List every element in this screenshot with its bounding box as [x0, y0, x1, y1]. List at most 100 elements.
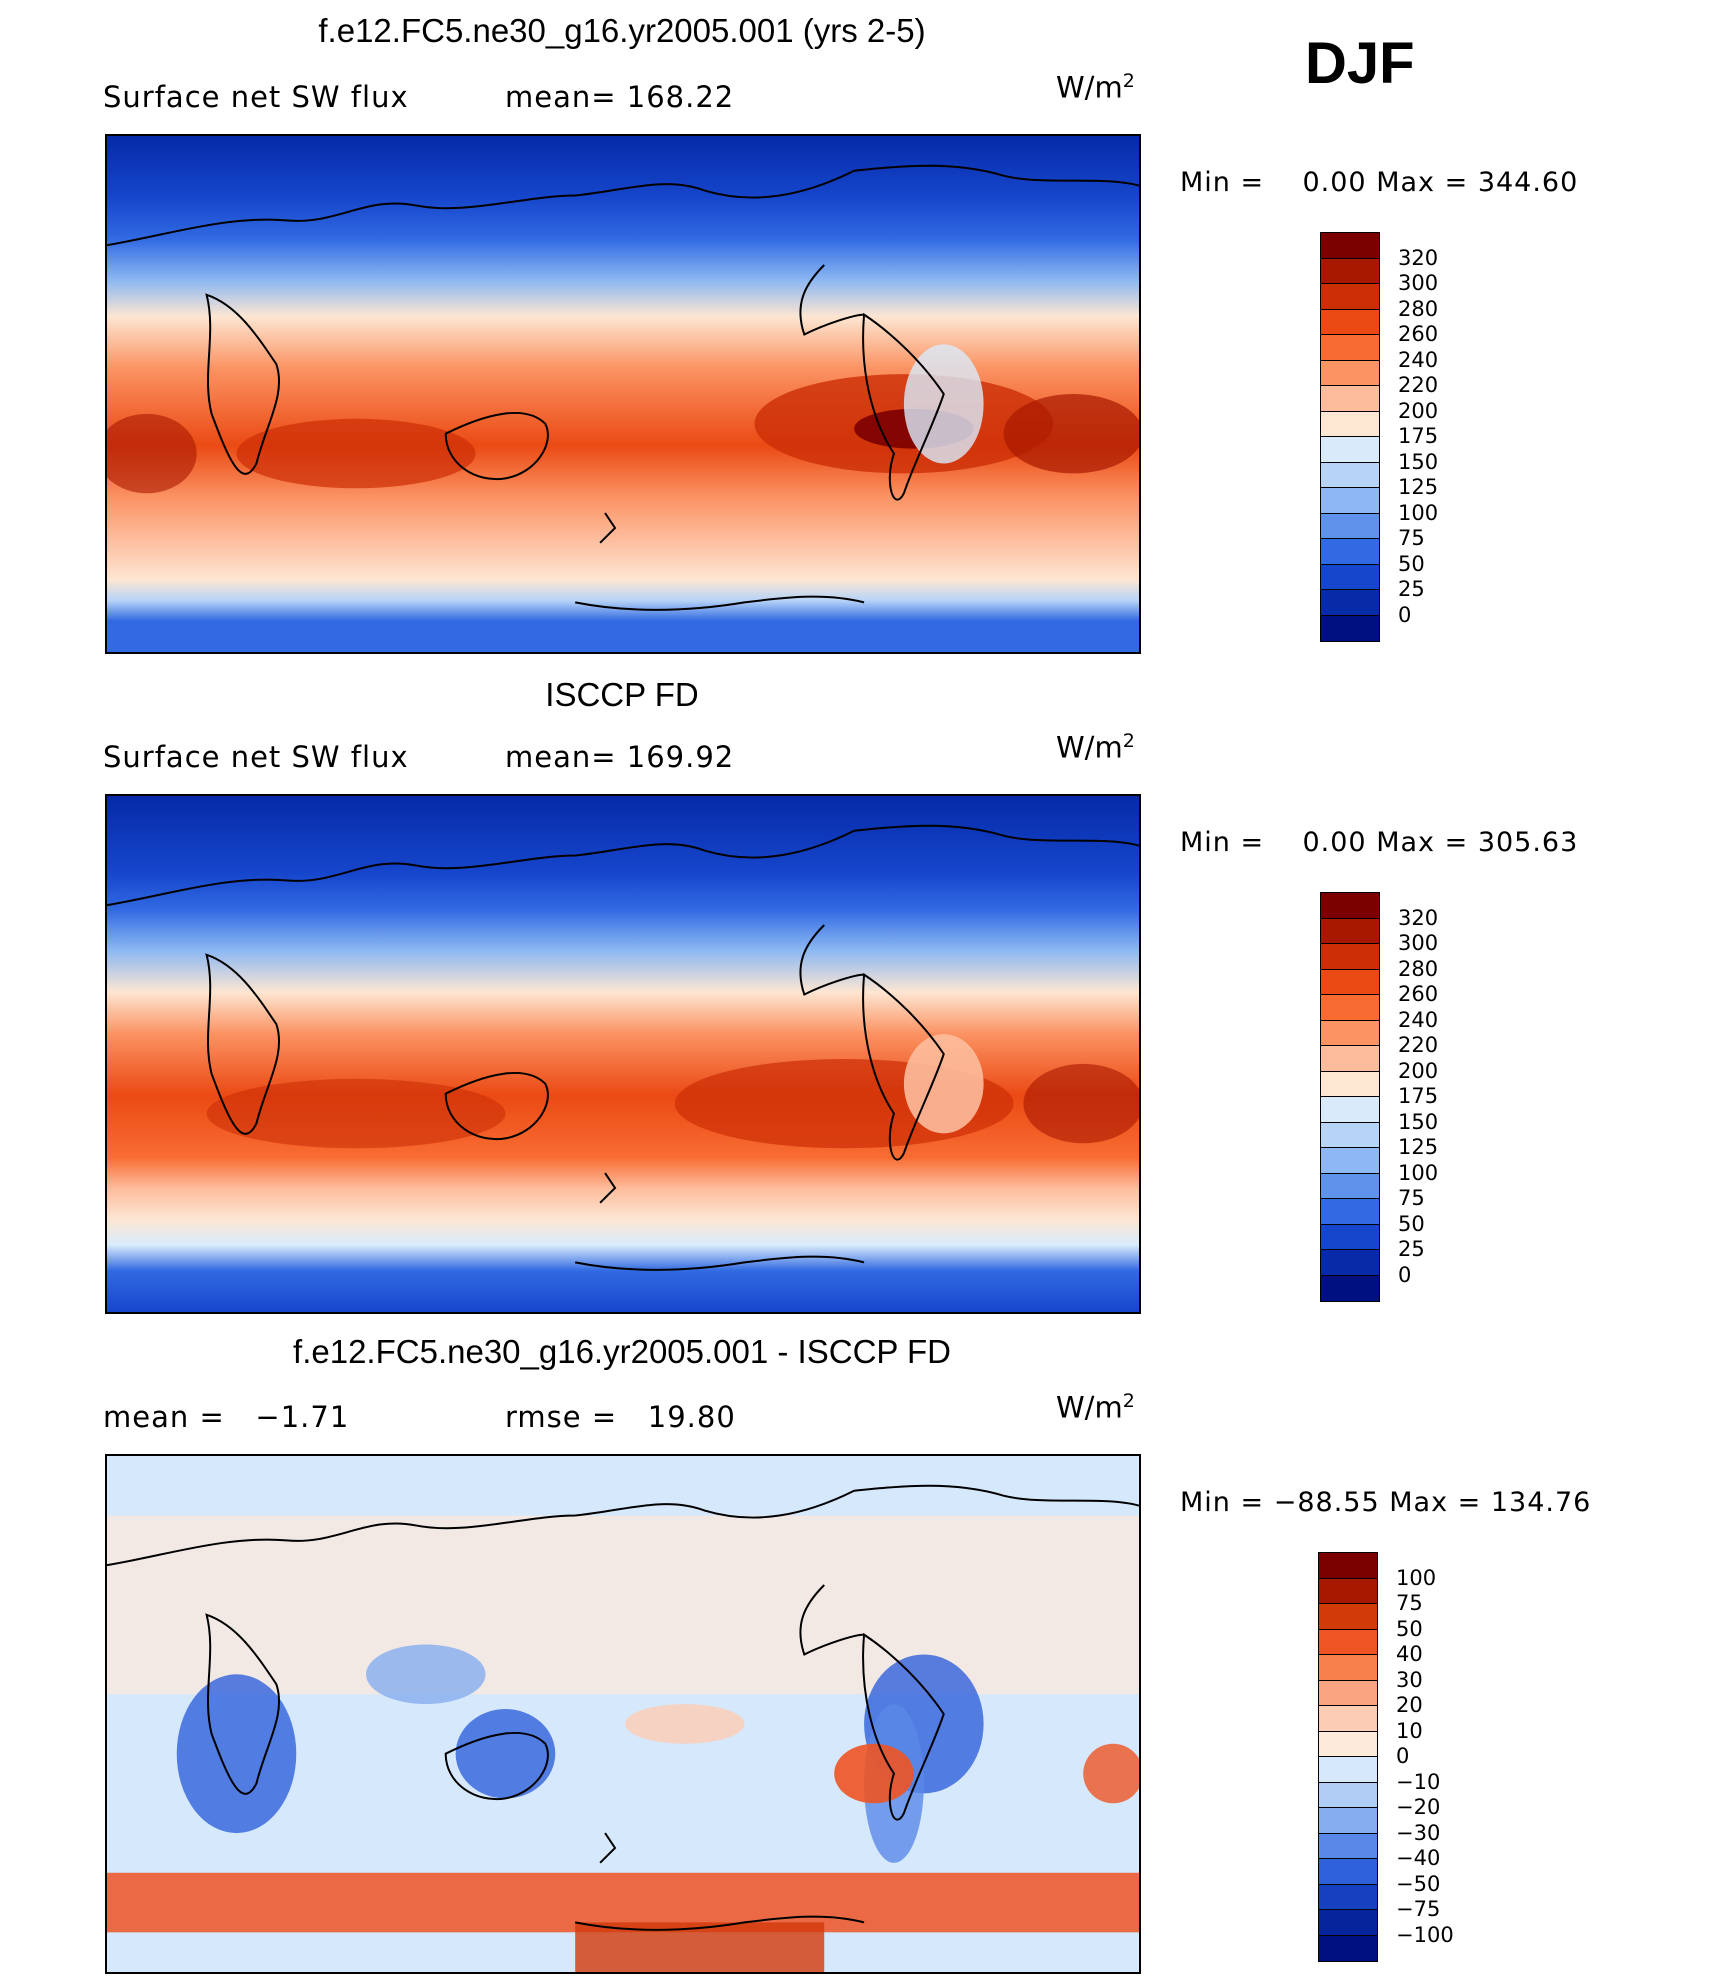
panel-3-rmse-label: rmse = 19.80: [505, 1400, 736, 1434]
colorbar-tick-label: 0: [1396, 1744, 1410, 1768]
colorbar-tick-label: 300: [1398, 271, 1439, 295]
colorbar-tick-label: 200: [1398, 398, 1439, 423]
colorbar-swatch: [1321, 615, 1379, 641]
colorbar-tick-label: 260: [1398, 982, 1439, 1006]
colorbar-tick-label: 125: [1398, 1135, 1439, 1159]
colorbar-swatch: [1321, 1250, 1379, 1276]
panel-2-units: W/m2: [1056, 730, 1135, 765]
colorbar-swatch: [1319, 1578, 1377, 1604]
colorbar-swatch: [1321, 1173, 1379, 1199]
colorbar-swatch: [1321, 411, 1379, 437]
colorbar-tick-label: −75: [1396, 1897, 1441, 1921]
colorbar-tick-label: −30: [1396, 1820, 1441, 1845]
colorbar-swatch: [1319, 1680, 1377, 1706]
colorbar-tick-label: 175: [1398, 424, 1439, 448]
colorbar-swatch: [1319, 1731, 1377, 1757]
panel-2-mean-label: mean= 169.92: [505, 740, 735, 774]
colorbar-swatch: [1319, 1782, 1377, 1808]
colorbar-swatch: [1319, 1859, 1377, 1885]
colorbar-tick-label: 75: [1398, 526, 1425, 550]
colorbar-swatch: [1321, 360, 1379, 386]
colorbar-tick-label: 100: [1398, 1160, 1439, 1185]
colorbar-tick-label: 50: [1396, 1616, 1423, 1641]
colorbar-swatch: [1321, 564, 1379, 590]
panel-2-map: [105, 794, 1141, 1314]
colorbar-tick-label: 50: [1398, 1211, 1425, 1236]
panel-1-units: W/m2: [1056, 70, 1135, 105]
colorbar-tick-label: −40: [1396, 1846, 1441, 1870]
panel-3-title: f.e12.FC5.ne30_g16.yr2005.001 - ISCCP FD: [293, 1333, 951, 1370]
colorbar-tick-label: −10: [1396, 1769, 1441, 1794]
colorbar-tick-label: 25: [1398, 1237, 1425, 1261]
colorbar-tick-label: 150: [1398, 1109, 1439, 1134]
panel-2-minmax: Min = 0.00 Max = 305.63: [1180, 827, 1579, 858]
colorbar-swatch: [1321, 1199, 1379, 1225]
colorbar-swatch: [1321, 1020, 1379, 1046]
colorbar-tick-label: 200: [1398, 1058, 1439, 1083]
colorbar-tick-label: 240: [1398, 347, 1439, 372]
colorbar-tick-label: 280: [1398, 296, 1439, 321]
colorbar-swatch: [1321, 1071, 1379, 1097]
colorbar-swatch: [1321, 1122, 1379, 1148]
colorbar-tick-label: −20: [1396, 1795, 1441, 1819]
colorbar-tick-label: 75: [1396, 1591, 1423, 1615]
colorbar-swatch: [1321, 1148, 1379, 1174]
panel-2-variable-label: Surface net SW flux: [103, 740, 409, 774]
colorbar-swatch: [1319, 1757, 1377, 1783]
colorbar-tick-label: 220: [1398, 1033, 1439, 1057]
colorbar-swatch: [1321, 1097, 1379, 1123]
colorbar-tick-label: 0: [1398, 602, 1412, 627]
colorbar-swatch: [1319, 1910, 1377, 1936]
colorbar-tick-label: 300: [1398, 931, 1439, 955]
colorbar-swatch: [1321, 386, 1379, 412]
colorbar-swatch: [1321, 1224, 1379, 1250]
colorbar-swatch: [1321, 335, 1379, 361]
colorbar-swatch: [1321, 1275, 1379, 1301]
panel-1-minmax: Min = 0.00 Max = 344.60: [1180, 167, 1579, 198]
colorbar-swatch: [1319, 1629, 1377, 1655]
colorbar-swatch: [1319, 1706, 1377, 1732]
colorbar-swatches: [1320, 232, 1380, 642]
colorbar-tick-label: 240: [1398, 1007, 1439, 1032]
colorbar-tick-label: 125: [1398, 475, 1439, 499]
colorbar-swatch: [1319, 1833, 1377, 1859]
colorbar-tick-label: 220: [1398, 373, 1439, 397]
colorbar-tick-label: 280: [1398, 956, 1439, 981]
colorbar-tick-label: 0: [1398, 1262, 1412, 1287]
panel-3-units: W/m2: [1056, 1390, 1135, 1425]
colorbar-swatch: [1321, 944, 1379, 970]
colorbar-swatches: [1320, 892, 1380, 1302]
colorbar-tick-label: 25: [1398, 577, 1425, 601]
colorbar-swatch: [1321, 437, 1379, 463]
colorbar-tick-label: 175: [1398, 1084, 1439, 1108]
colorbar-swatch: [1321, 462, 1379, 488]
colorbar-tick-label: 320: [1398, 905, 1439, 930]
colorbar-swatch: [1319, 1884, 1377, 1910]
colorbar-swatch: [1321, 488, 1379, 514]
colorbar-swatch: [1321, 969, 1379, 995]
panel-1-title: f.e12.FC5.ne30_g16.yr2005.001 (yrs 2-5): [318, 12, 926, 49]
colorbar-tick-label: 150: [1398, 449, 1439, 474]
colorbar-swatch: [1321, 918, 1379, 944]
panel-1-mean-label: mean= 168.22: [505, 80, 735, 114]
colorbar-swatch: [1321, 590, 1379, 616]
colorbar-swatch: [1321, 258, 1379, 284]
colorbar-tick-label: 75: [1398, 1186, 1425, 1210]
colorbar-swatch: [1319, 1808, 1377, 1834]
colorbar-tick-label: 100: [1396, 1565, 1437, 1590]
colorbar-swatch: [1321, 539, 1379, 565]
panel-1-variable-label: Surface net SW flux: [103, 80, 409, 114]
season-label: DJF: [1305, 31, 1415, 96]
colorbar-tick-label: 40: [1396, 1642, 1423, 1666]
colorbar-swatch: [1319, 1553, 1377, 1579]
panel-3-mean-label: mean = −1.71: [103, 1400, 350, 1434]
colorbar-tick-label: 20: [1396, 1693, 1423, 1717]
colorbar-tick-label: 260: [1398, 322, 1439, 346]
panel-3-minmax: Min = −88.55 Max = 134.76: [1180, 1487, 1592, 1518]
colorbar-tick-label: 30: [1396, 1667, 1423, 1692]
panel-2-title: ISCCP FD: [545, 676, 699, 713]
colorbar-swatches: [1318, 1552, 1378, 1962]
colorbar-swatch: [1321, 995, 1379, 1021]
colorbar-tick-label: 10: [1396, 1718, 1423, 1743]
colorbar-swatch: [1321, 1046, 1379, 1072]
